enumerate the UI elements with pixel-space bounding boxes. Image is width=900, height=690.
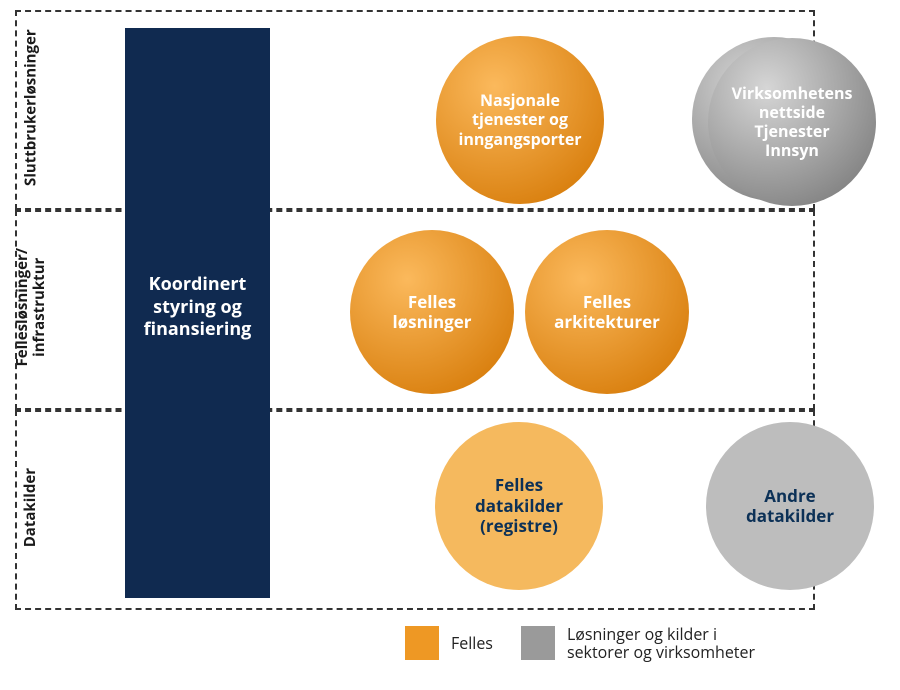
sphere-felles_arkitekturer: Felles arkitekturer bbox=[525, 230, 689, 394]
diagram-stage: SluttbrukerløsningerFellesløsninger/ inf… bbox=[0, 0, 900, 690]
sphere-label-virksomhet: Virksomhetens nettside Tjenester Innsyn bbox=[724, 84, 861, 161]
sphere-label-felles_arkitekturer: Felles arkitekturer bbox=[546, 292, 668, 333]
sphere-label-nasjonale: Nasjonale tjenester og inngangsporter bbox=[450, 91, 589, 149]
sphere-label-andre_datakilder: Andre datakilder bbox=[738, 486, 842, 527]
legend-text-0: Felles bbox=[451, 634, 493, 652]
sphere-label-felles_datakilder: Felles datakilder (registre) bbox=[467, 475, 571, 536]
legend-item-0: Felles bbox=[405, 626, 493, 660]
sphere-nasjonale: Nasjonale tjenester og inngangsporter bbox=[436, 36, 604, 204]
legend-text-1: Løsninger og kilder i sektorer og virkso… bbox=[567, 625, 755, 662]
sphere-virksomhet: Virksomhetens nettside Tjenester Innsyn bbox=[708, 38, 876, 206]
sphere-andre_datakilder: Andre datakilder bbox=[706, 422, 874, 590]
legend: Felles Løsninger og kilder i sektorer og … bbox=[405, 625, 755, 662]
coordination-bar: Koordinert styring og finansiering bbox=[125, 28, 270, 598]
sphere-felles_datakilder: Felles datakilder (registre) bbox=[435, 422, 603, 590]
legend-swatch-0 bbox=[405, 626, 439, 660]
sphere-felles_losninger: Felles løsninger bbox=[350, 230, 514, 394]
sphere-label-felles_losninger: Felles løsninger bbox=[384, 292, 479, 333]
legend-swatch-1 bbox=[521, 626, 555, 660]
legend-item-1: Løsninger og kilder i sektorer og virkso… bbox=[521, 625, 755, 662]
coordination-bar-label: Koordinert styring og finansiering bbox=[125, 273, 270, 341]
